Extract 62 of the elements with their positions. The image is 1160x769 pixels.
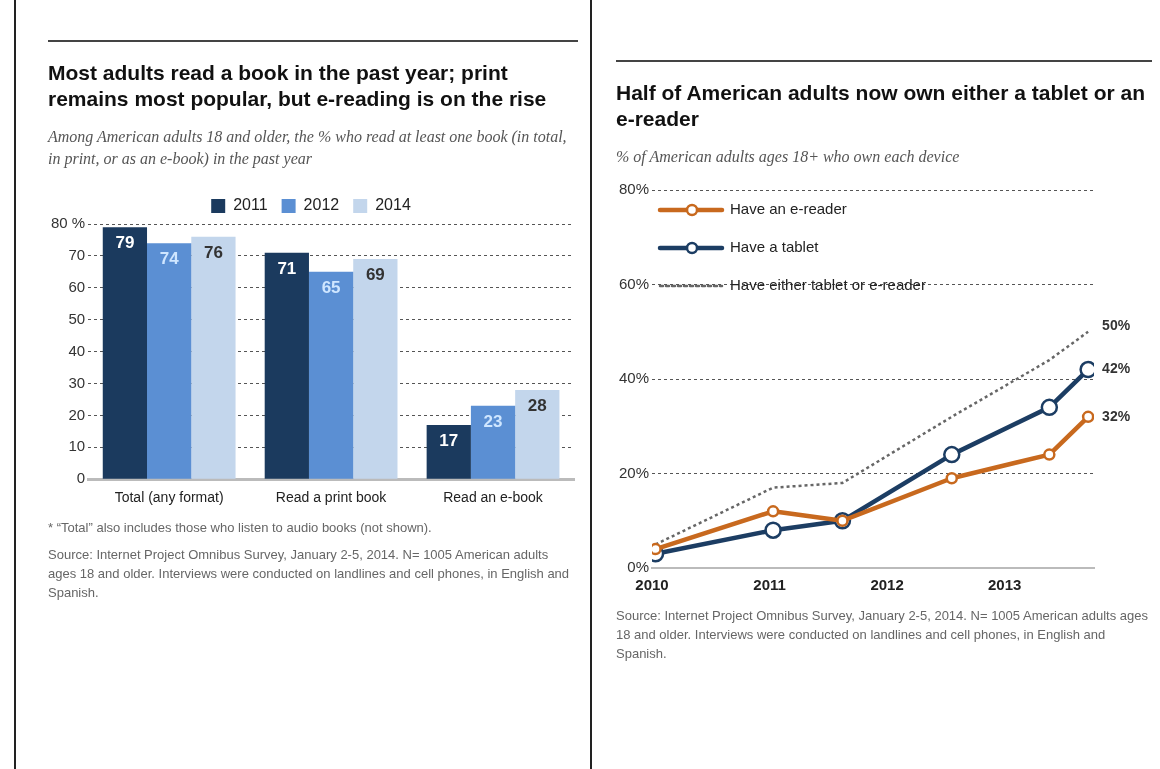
bar: [191, 236, 236, 479]
chart-subtitle: % of American adults ages 18+ who own each device: [616, 147, 961, 168]
point: [1043, 448, 1056, 461]
x-tick-label: Total (any format): [114, 489, 224, 506]
legend-label: 2011: [233, 196, 268, 214]
y-tick-label: 50: [68, 309, 86, 327]
data-label: 50%: [1102, 316, 1131, 333]
chart-title: Half of American adults now own either a tablet or an e-reader: [616, 80, 1146, 132]
legend-label: Have a tablet: [730, 238, 820, 256]
y-tick-label: 60: [68, 277, 86, 295]
bar: [308, 271, 354, 479]
bar: [102, 227, 148, 479]
bar: [426, 424, 471, 479]
data-label: 69: [365, 265, 385, 285]
data-label: 79: [115, 233, 135, 253]
y-tick-label: 0: [76, 469, 86, 487]
point: [945, 471, 959, 485]
x-tick-label: 2011: [753, 576, 786, 594]
y-tick-label: 60%: [618, 274, 650, 292]
legend-label: 2014: [375, 196, 411, 214]
bar: [353, 259, 398, 479]
y-tick-label: 30: [68, 373, 86, 391]
data-label: 74: [159, 249, 180, 269]
data-label: 42%: [1102, 360, 1131, 377]
data-label: 76: [203, 242, 223, 262]
legend-label: 2012: [303, 196, 340, 214]
y-tick-label: 20%: [618, 463, 650, 481]
x-tick-label: 2013: [987, 576, 1022, 594]
data-label: 17: [439, 431, 459, 451]
y-tick-label: 10: [68, 437, 86, 455]
source-note: Source: Internet Project Omnibus Survey, January 2-5, 2014. N= 1005 American adults ages 18 and older. Interviews were conducted on landlines and cell phones, in English and Spanish.: [48, 546, 571, 602]
y-tick-label: 40%: [618, 369, 650, 387]
legend-label: Have an e-reader: [730, 200, 847, 218]
bar: [147, 243, 192, 479]
chart-subtitle: Among American adults 18 and older, the % who read at least one book (in total, in print, or as an e-book) in the past year: [48, 127, 568, 170]
y-tick-label: 20: [68, 405, 86, 423]
data-label: 32%: [1102, 407, 1131, 424]
bar: [264, 252, 309, 479]
x-tick-label: 2010: [635, 576, 669, 594]
y-tick-label: 80%: [618, 180, 650, 198]
y-tick-label: 0%: [627, 558, 650, 576]
x-tick-label: Read an e-book: [443, 489, 544, 506]
legend-label: Have either tablet or e-reader: [730, 276, 926, 294]
data-label: 28: [527, 396, 547, 416]
x-tick-label: Read a print book: [275, 489, 388, 506]
chart-title: Most adults read a book in the past year; print remains most popular, but e-reading is on the rise: [48, 60, 548, 112]
y-tick-label: 40: [68, 341, 86, 359]
point: [943, 445, 961, 464]
y-tick-label: 80 %: [50, 214, 86, 232]
data-label: 71: [277, 258, 297, 278]
point: [1040, 398, 1059, 417]
bar: [470, 405, 516, 479]
text: * “Total” also includes those who listen to audio books (not shown).: [48, 519, 433, 537]
bar: [515, 389, 560, 479]
data-label: 65: [321, 278, 341, 298]
x-tick-label: 2012: [870, 576, 904, 594]
point: [1081, 410, 1094, 424]
source-note: Source: Internet Project Omnibus Survey, January 2-5, 2014. N= 1005 American adults ages 18 and older. Interviews were conducted on landlines and cell phones, in English and Spanish.: [616, 607, 1149, 663]
point: [766, 505, 780, 518]
data-label: 23: [483, 412, 503, 432]
y-tick-label: 70: [68, 246, 86, 264]
point: [764, 521, 782, 539]
